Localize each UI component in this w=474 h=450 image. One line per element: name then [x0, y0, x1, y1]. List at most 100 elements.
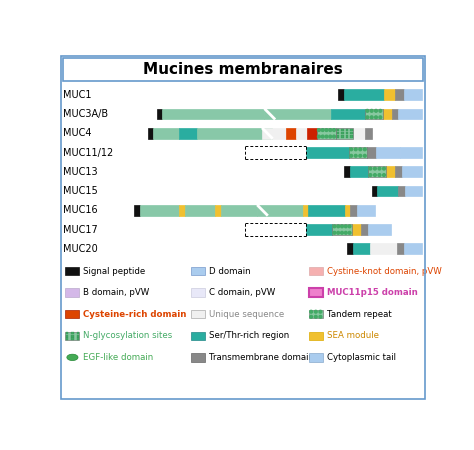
Text: MUC20: MUC20 [63, 244, 98, 254]
Bar [383, 108, 392, 119]
Circle shape [348, 225, 351, 228]
Text: MUC11p15 domain: MUC11p15 domain [327, 288, 418, 297]
Bar [346, 132, 348, 135]
Bar [361, 224, 368, 235]
Bar [215, 205, 220, 216]
Circle shape [314, 315, 317, 318]
Bar [309, 310, 323, 319]
Bar [307, 128, 317, 139]
Bar [338, 90, 344, 100]
Bar [384, 90, 394, 100]
Circle shape [369, 167, 372, 170]
Bar [220, 205, 257, 216]
Circle shape [333, 129, 336, 131]
Bar [309, 267, 323, 275]
Text: EGF-like domain: EGF-like domain [83, 353, 154, 362]
Bar [71, 337, 73, 339]
Bar [350, 132, 353, 135]
Bar [71, 335, 73, 337]
Bar [191, 332, 205, 340]
Circle shape [337, 225, 339, 228]
Bar [191, 288, 205, 297]
Circle shape [325, 129, 328, 131]
Text: Unique sequence: Unique sequence [209, 310, 284, 319]
Bar [377, 186, 399, 197]
Bar [262, 128, 286, 139]
Circle shape [370, 116, 373, 119]
Circle shape [318, 135, 320, 138]
Circle shape [359, 154, 362, 157]
Bar [65, 310, 80, 319]
Circle shape [366, 116, 369, 119]
Bar [370, 243, 397, 254]
Bar [140, 205, 179, 216]
Circle shape [379, 116, 382, 119]
Bar [306, 224, 332, 235]
Circle shape [355, 148, 357, 151]
Bar [66, 337, 68, 339]
Bar [309, 288, 323, 297]
Bar [376, 147, 400, 158]
Circle shape [325, 135, 328, 138]
Bar [405, 186, 422, 197]
Circle shape [369, 174, 372, 176]
Bar [337, 129, 339, 131]
Bar [309, 332, 323, 340]
Circle shape [370, 109, 373, 112]
Bar [372, 186, 377, 197]
Text: B domain, pVW: B domain, pVW [83, 288, 149, 297]
Text: MUC1: MUC1 [63, 90, 91, 100]
Circle shape [378, 167, 381, 170]
Circle shape [345, 225, 347, 228]
Bar [179, 128, 198, 139]
Text: N-glycosylation sites: N-glycosylation sites [83, 331, 173, 340]
Circle shape [359, 148, 362, 151]
Bar [303, 205, 309, 216]
Circle shape [329, 135, 332, 138]
Bar [66, 335, 68, 337]
Bar [306, 147, 349, 158]
Text: MUC11/12: MUC11/12 [63, 148, 113, 157]
Bar [344, 166, 350, 177]
Circle shape [364, 148, 366, 151]
Bar [296, 128, 307, 139]
Bar [352, 224, 361, 235]
Bar [350, 129, 353, 131]
Bar [346, 129, 348, 131]
Bar [185, 205, 215, 216]
Circle shape [355, 154, 357, 157]
Text: C domain, pVW: C domain, pVW [209, 288, 275, 297]
Bar [179, 205, 185, 216]
Circle shape [318, 129, 320, 131]
Bar [404, 243, 422, 254]
Text: Cytoplasmic tail: Cytoplasmic tail [327, 353, 396, 362]
Circle shape [329, 129, 332, 131]
Text: MUC13: MUC13 [63, 167, 98, 177]
Bar [399, 186, 405, 197]
Bar [264, 108, 331, 119]
Bar [309, 353, 323, 362]
Bar [386, 166, 395, 177]
Bar [153, 128, 179, 139]
Circle shape [319, 315, 322, 318]
Circle shape [364, 154, 366, 157]
Bar [337, 132, 339, 135]
Bar [395, 166, 402, 177]
Text: Mucines membranaires: Mucines membranaires [143, 62, 343, 77]
Bar [163, 108, 264, 119]
Bar [400, 147, 422, 158]
Bar [353, 243, 370, 254]
Text: Signal peptide: Signal peptide [83, 267, 146, 276]
Circle shape [310, 315, 312, 318]
Bar [191, 267, 205, 275]
Text: MUC16: MUC16 [63, 205, 98, 215]
Bar [367, 147, 376, 158]
Circle shape [383, 167, 385, 170]
Text: D domain: D domain [209, 267, 250, 276]
Circle shape [374, 174, 376, 176]
Bar [404, 90, 422, 100]
Circle shape [341, 225, 343, 228]
Bar [257, 205, 303, 216]
Bar [350, 135, 353, 138]
Circle shape [350, 154, 353, 157]
